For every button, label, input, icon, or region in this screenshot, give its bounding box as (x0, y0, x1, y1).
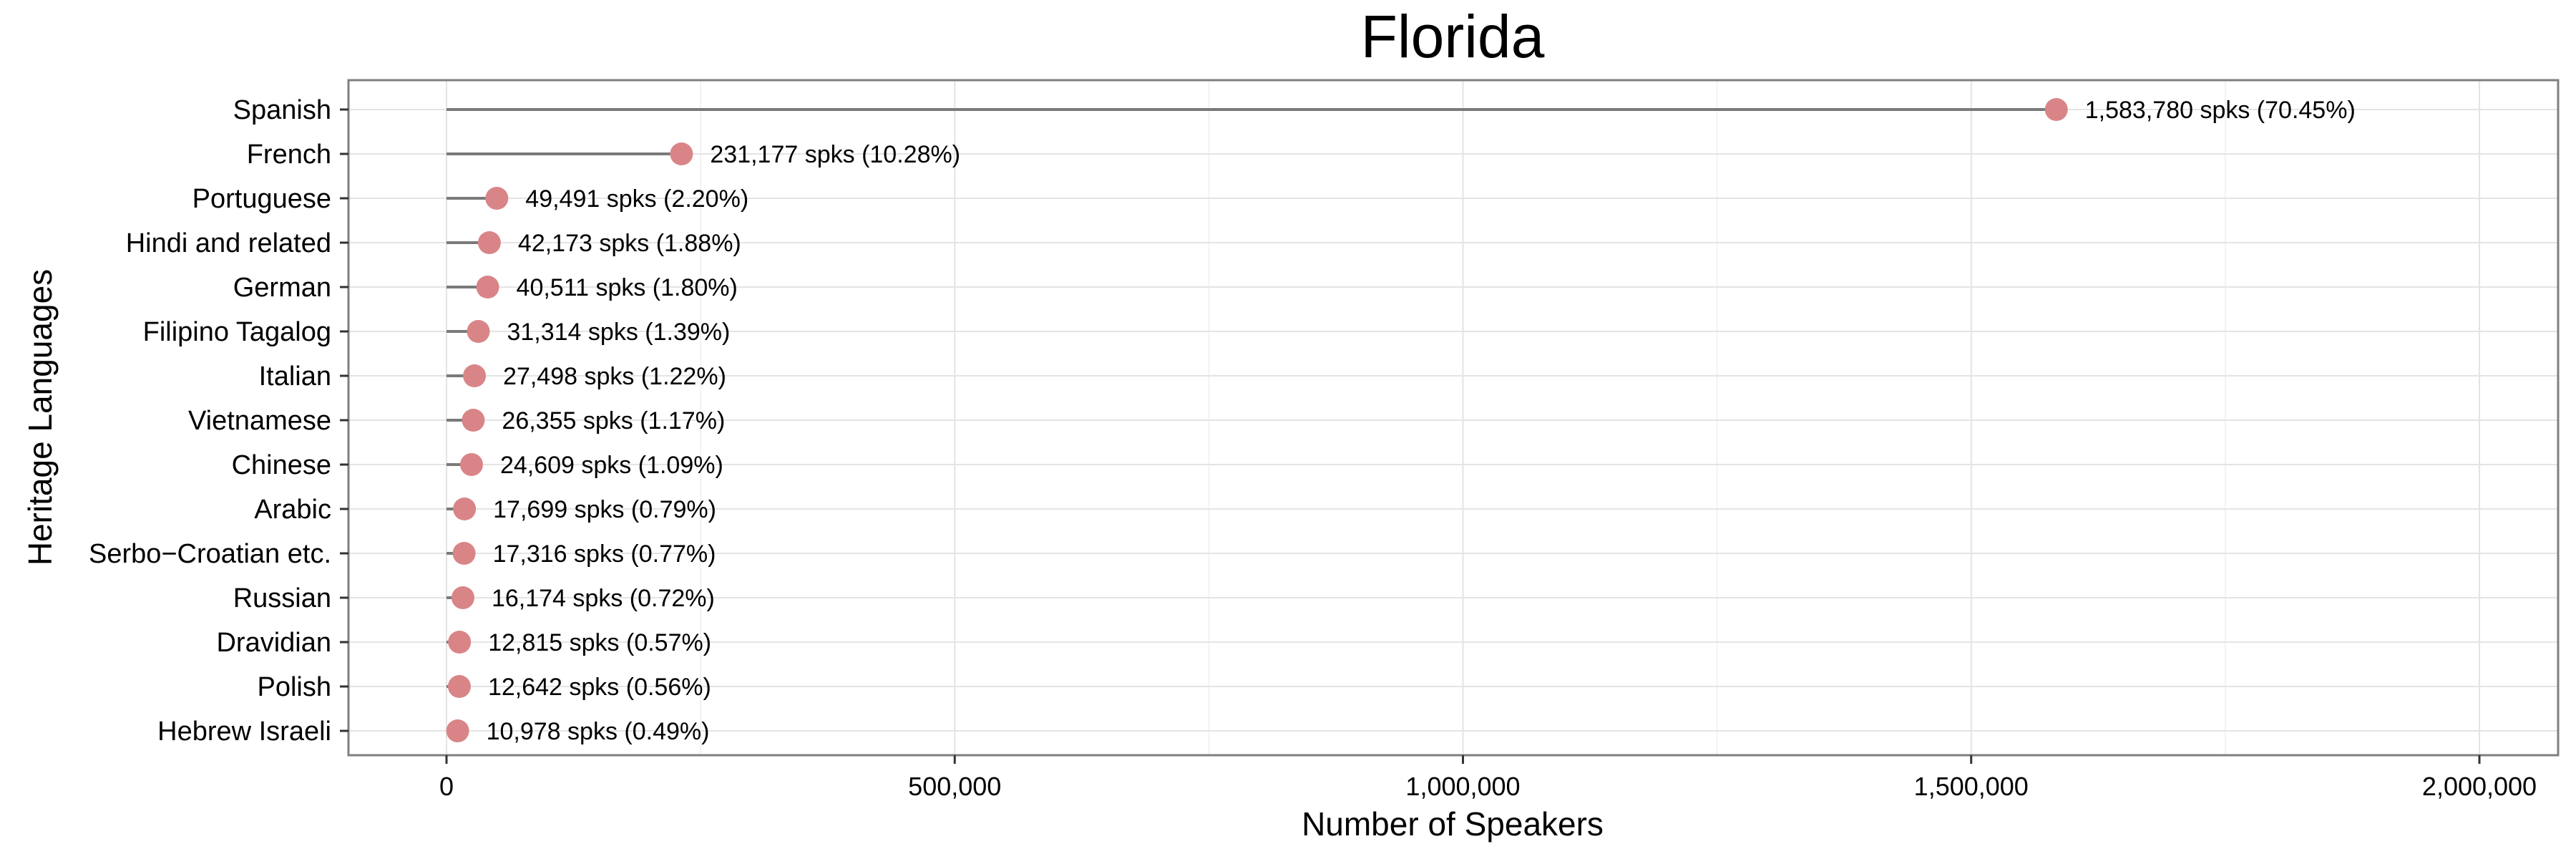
x-tick-label: 0 (439, 772, 454, 801)
lollipop-point (477, 231, 501, 254)
lollipop-point (463, 364, 487, 387)
x-axis-title: Number of Speakers (1302, 805, 1604, 843)
y-tick-label: Vietnamese (188, 406, 331, 436)
y-tick-label: German (233, 273, 331, 303)
y-tick-label: Italian (259, 361, 331, 392)
data-label: 26,355 spks (1.17%) (502, 407, 725, 435)
y-tick-label: Chinese (232, 450, 331, 480)
data-label: 1,583,780 spks (70.45%) (2085, 97, 2356, 124)
lollipop-point (476, 276, 499, 299)
data-label: 49,491 spks (2.20%) (525, 185, 748, 213)
data-label: 17,316 spks (0.77%) (493, 540, 716, 568)
data-label: 24,609 spks (1.09%) (500, 452, 723, 479)
y-axis: Spanish French Portuguese Hindi and related… (89, 95, 348, 747)
data-label: 12,815 spks (0.57%) (488, 629, 711, 656)
lollipop-point (453, 498, 477, 520)
lollipop-point (485, 187, 509, 210)
y-tick-label: Serbo−Croatian etc. (89, 539, 331, 569)
y-tick-label: Portuguese (192, 184, 331, 214)
data-label: 17,699 spks (0.79%) (493, 496, 716, 523)
y-tick-label: Dravidian (216, 628, 331, 658)
x-tick-label: 1,000,000 (1405, 772, 1520, 801)
data-label: 27,498 spks (1.22%) (503, 363, 726, 390)
data-label: 42,173 spks (1.88%) (518, 230, 741, 257)
lollipop-point (448, 631, 472, 654)
lollipop-point (446, 719, 469, 742)
y-axis-title: Heritage Languages (21, 269, 59, 566)
x-tick-label: 500,000 (908, 772, 1001, 801)
y-tick-label: Filipino Tagalog (143, 317, 331, 347)
x-tick-label: 1,500,000 (1914, 772, 2029, 801)
marks-layer: 1,583,780 spks (70.45%) 231,177 spks (10.… (446, 97, 2356, 745)
lollipop-point (467, 320, 490, 343)
y-tick-label: French (247, 140, 331, 170)
data-label: 40,511 spks (1.80%) (517, 274, 738, 301)
data-label: 12,642 spks (0.56%) (488, 674, 711, 701)
lollipop-point (670, 142, 693, 165)
x-axis: 0 500,000 1,000,000 1,500,000 2,000,000 (439, 755, 2537, 801)
lollipop-point (2044, 98, 2068, 121)
lollipop-point (459, 453, 483, 476)
data-label: 10,978 spks (0.49%) (487, 718, 710, 745)
y-tick-label: Arabic (254, 495, 331, 525)
y-tick-label: Hindi and related (126, 228, 331, 258)
data-label: 231,177 spks (10.28%) (710, 141, 960, 168)
y-tick-label: Russian (233, 583, 331, 613)
lollipop-point (452, 542, 476, 565)
lollipop-point (462, 409, 485, 432)
y-tick-label: Hebrew Israeli (157, 717, 331, 747)
x-tick-label: 2,000,000 (2422, 772, 2537, 801)
lollipop-point (447, 675, 471, 698)
lollipop-point (451, 586, 474, 609)
data-label: 31,314 spks (1.39%) (507, 319, 730, 346)
y-tick-label: Spanish (233, 95, 331, 125)
data-label: 16,174 spks (0.72%) (492, 585, 715, 612)
grid-layer (348, 80, 2558, 755)
chart-title: Florida (1361, 3, 1545, 70)
plot-panel (347, 79, 2560, 757)
y-tick-label: Polish (258, 672, 332, 702)
